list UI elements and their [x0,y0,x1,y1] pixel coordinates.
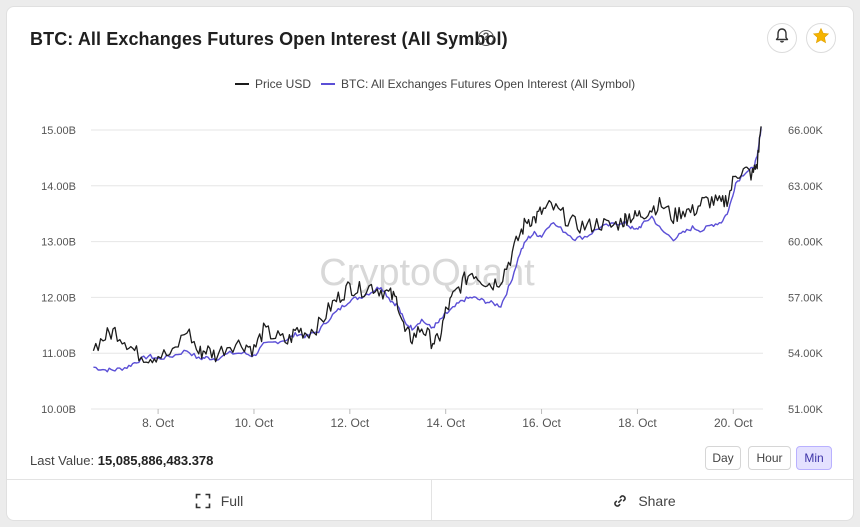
x-tick-label: 12. Oct [330,416,369,430]
series-line-open-interest [93,127,762,373]
range-button-hour[interactable]: Hour [748,446,791,470]
y-right-tick-label: 66.00K [788,125,824,137]
range-button-min[interactable]: Min [796,446,832,470]
favorite-button[interactable] [806,23,836,53]
y-right-tick-label: 57.00K [788,292,824,304]
footer-divider [431,480,432,520]
chart-area: 10.00B 51.00K 11.00B 54.00K 12.00B 57.00K 13.0… [41,77,824,430]
x-tick-label: 14. Oct [426,416,465,430]
chart-title: BTC: All Exchanges Futures Open Interest… [30,29,508,49]
y-left-tick-label: 15.00B [41,125,76,137]
range-button-day[interactable]: Day [705,446,741,470]
question-circle-icon[interactable]: ? [478,30,494,46]
bell-icon [774,27,790,49]
x-tick-label: 8. Oct [142,416,175,430]
full-button[interactable]: Full [7,480,431,520]
legend-label: Price USD [255,77,311,91]
x-tick-label: 16. Oct [522,416,561,430]
last-value-label: Last Value: [30,453,95,468]
full-label: Full [220,493,244,509]
legend-label: BTC: All Exchanges Futures Open Interest… [341,77,635,91]
y-left-tick-label: 14.00B [41,181,76,193]
y-left-tick-label: 13.00B [41,237,76,249]
link-icon [612,493,628,509]
y-right-tick-label: 51.00K [788,404,824,416]
series-line-price [92,126,762,364]
y-left-tick-label: 12.00B [41,292,76,304]
x-tick-label: 20. Oct [714,416,753,430]
y-right-tick-label: 54.00K [788,348,824,360]
share-button[interactable]: Share [432,480,853,520]
y-right-tick-label: 60.00K [788,237,824,249]
expand-icon [195,493,211,509]
chart-card: BTC: All Exchanges Futures Open Interest… [6,6,854,521]
card-footer: Full Share [7,479,853,520]
share-label: Share [638,493,676,509]
y-left-tick-label: 10.00B [41,404,76,416]
x-tick-label: 18. Oct [618,416,657,430]
y-right-tick-label: 63.00K [788,181,824,193]
star-icon [812,27,830,50]
x-tick-label: 10. Oct [235,416,274,430]
alert-button[interactable] [767,23,797,53]
last-value-number: 15,085,886,483.378 [97,453,214,468]
watermark: CryptoQuant [319,252,535,294]
y-left-tick-label: 11.00B [42,348,76,360]
last-value: Last Value: 15,085,886,483.378 [30,453,213,468]
